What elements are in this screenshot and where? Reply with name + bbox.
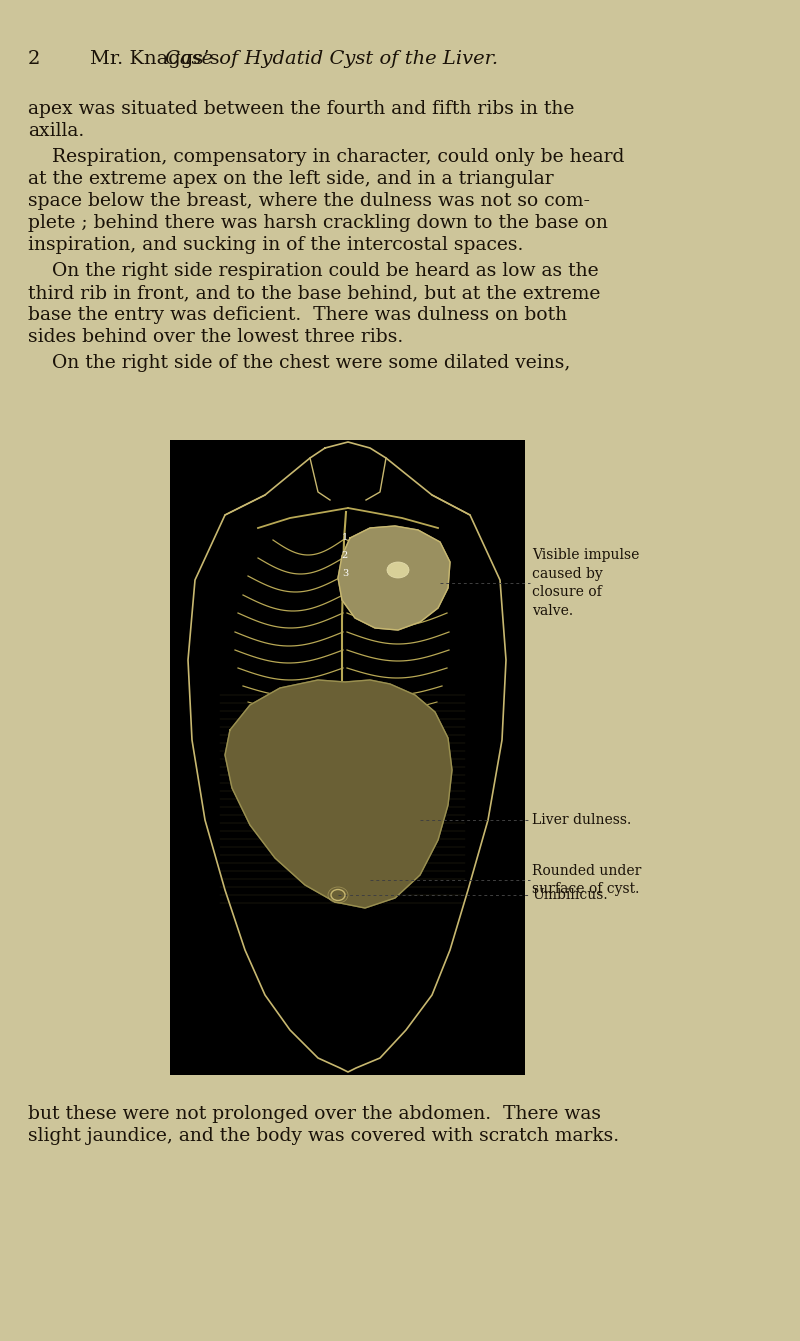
Text: Case of Hydatid Cyst of the Liver.: Case of Hydatid Cyst of the Liver. (165, 50, 498, 68)
Text: On the right side of the chest were some dilated veins,: On the right side of the chest were some… (28, 354, 570, 371)
Text: 2: 2 (28, 50, 40, 68)
Text: apex was situated between the fourth and fifth ribs in the: apex was situated between the fourth and… (28, 101, 574, 118)
Text: but these were not prolonged over the abdomen.  There was: but these were not prolonged over the ab… (28, 1105, 601, 1122)
Text: sides behind over the lowest three ribs.: sides behind over the lowest three ribs. (28, 329, 403, 346)
Bar (170, 440, 525, 1075)
Text: base the entry was deficient.  There was dulness on both: base the entry was deficient. There was … (28, 306, 567, 325)
Text: plete ; behind there was harsh crackling down to the base on: plete ; behind there was harsh crackling… (28, 215, 608, 232)
Text: 1: 1 (342, 532, 348, 542)
Text: third rib in front, and to the base behind, but at the extreme: third rib in front, and to the base behi… (28, 284, 600, 302)
Text: inspiration, and sucking in of the intercostal spaces.: inspiration, and sucking in of the inter… (28, 236, 523, 253)
Polygon shape (225, 680, 452, 908)
Text: Liver dulness.: Liver dulness. (532, 813, 631, 827)
Text: slight jaundice, and the body was covered with scratch marks.: slight jaundice, and the body was covere… (28, 1126, 619, 1145)
Text: On the right side respiration could be heard as low as the: On the right side respiration could be h… (28, 261, 598, 280)
Text: at the extreme apex on the left side, and in a triangular: at the extreme apex on the left side, an… (28, 170, 554, 188)
Ellipse shape (387, 562, 409, 578)
Text: Umbilicus.: Umbilicus. (532, 888, 608, 902)
Text: Mr. Knaggs’s: Mr. Knaggs’s (90, 50, 226, 68)
Text: Respiration, compensatory in character, could only be heard: Respiration, compensatory in character, … (28, 148, 624, 166)
Text: 3: 3 (342, 569, 348, 578)
Text: space below the breast, where the dulness was not so com-: space below the breast, where the dulnes… (28, 192, 590, 211)
Polygon shape (338, 526, 450, 630)
Text: axilla.: axilla. (28, 122, 84, 139)
Text: Visible impulse
caused by
closure of
valve.: Visible impulse caused by closure of val… (532, 548, 639, 618)
Text: 2: 2 (342, 551, 348, 559)
Text: Rounded under
surface of cyst.: Rounded under surface of cyst. (532, 864, 642, 896)
